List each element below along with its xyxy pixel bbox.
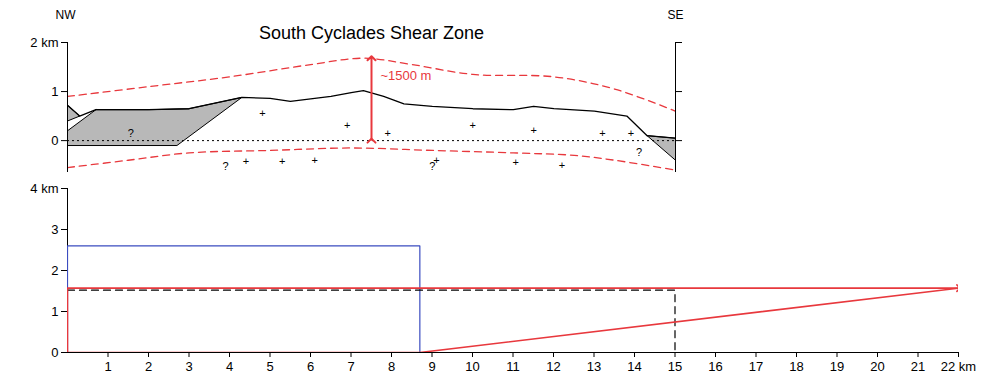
svg-text:~1500 m: ~1500 m xyxy=(381,68,432,83)
svg-text:?: ? xyxy=(429,160,435,172)
svg-text:19: 19 xyxy=(830,359,844,374)
svg-text:+: + xyxy=(628,127,634,139)
svg-text:1: 1 xyxy=(51,304,58,319)
svg-text:12: 12 xyxy=(546,359,560,374)
svg-text:+: + xyxy=(513,156,519,168)
svg-text:11: 11 xyxy=(506,359,520,374)
svg-text:+: + xyxy=(243,155,249,167)
svg-text:4: 4 xyxy=(226,359,233,374)
svg-text:16: 16 xyxy=(708,359,722,374)
svg-text:+: + xyxy=(559,159,565,171)
svg-text:14: 14 xyxy=(627,359,641,374)
svg-text:4 km: 4 km xyxy=(30,181,58,196)
svg-text:+: + xyxy=(599,127,605,139)
svg-text:?: ? xyxy=(636,146,642,158)
svg-text:13: 13 xyxy=(587,359,601,374)
svg-text:5: 5 xyxy=(266,359,273,374)
svg-text:0: 0 xyxy=(51,133,58,148)
svg-text:+: + xyxy=(344,119,350,131)
svg-text:2: 2 xyxy=(145,359,152,374)
svg-text:+: + xyxy=(384,127,390,139)
svg-text:3: 3 xyxy=(51,222,58,237)
svg-text:21: 21 xyxy=(911,359,925,374)
svg-text:?: ? xyxy=(128,127,134,139)
svg-text:1: 1 xyxy=(51,84,58,99)
svg-text:0: 0 xyxy=(51,345,58,360)
svg-text:NW: NW xyxy=(56,8,77,22)
svg-text:8: 8 xyxy=(388,359,395,374)
svg-text:+: + xyxy=(470,119,476,131)
svg-text:+: + xyxy=(530,124,536,136)
svg-text:6: 6 xyxy=(307,359,314,374)
svg-text:+: + xyxy=(312,154,318,166)
svg-text:17: 17 xyxy=(749,359,763,374)
svg-text:?: ? xyxy=(223,160,229,172)
svg-text:2: 2 xyxy=(51,263,58,278)
svg-text:3: 3 xyxy=(185,359,192,374)
svg-text:22 km: 22 km xyxy=(941,359,976,374)
svg-text:10: 10 xyxy=(465,359,479,374)
svg-text:15: 15 xyxy=(668,359,682,374)
svg-text:South Cyclades Shear Zone: South Cyclades Shear Zone xyxy=(259,23,484,43)
svg-text:+: + xyxy=(279,155,285,167)
svg-text:18: 18 xyxy=(789,359,803,374)
svg-text:20: 20 xyxy=(870,359,884,374)
svg-text:SE: SE xyxy=(667,8,683,22)
svg-text:7: 7 xyxy=(347,359,354,374)
svg-text:9: 9 xyxy=(428,359,435,374)
svg-text:+: + xyxy=(259,107,265,119)
svg-text:1: 1 xyxy=(104,359,111,374)
svg-text:2 km: 2 km xyxy=(30,35,58,50)
